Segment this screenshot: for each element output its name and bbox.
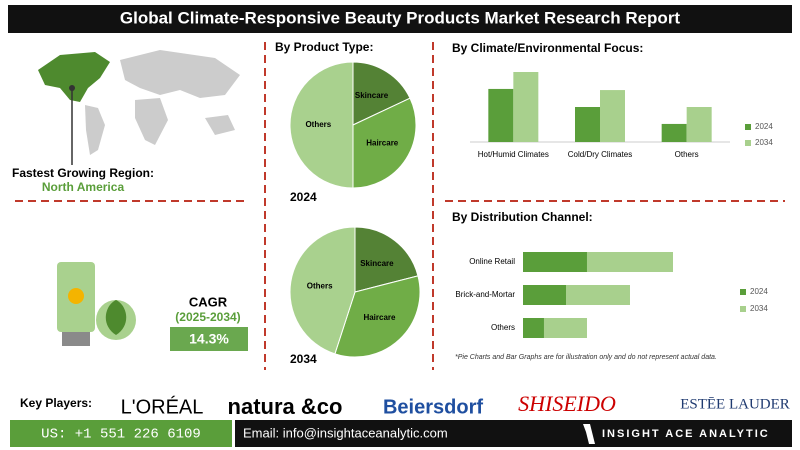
legend-label: 2034 <box>750 304 768 313</box>
chart-title: By Climate/Environmental Focus: <box>452 41 643 55</box>
bar <box>488 88 514 142</box>
legend-swatch <box>745 124 751 130</box>
cagr-period: (2025-2034) <box>175 310 240 324</box>
phone: US: +1 551 226 6109 <box>41 427 201 443</box>
region-value: North America <box>42 180 125 194</box>
bar <box>686 107 712 142</box>
player-logo: L'ORÉAL <box>121 395 204 418</box>
brand-icon <box>583 424 595 444</box>
slice-label: Skincare <box>355 91 389 100</box>
header-bar <box>8 5 792 33</box>
y-tick-label: Online Retail <box>469 257 515 266</box>
contact-bar <box>235 420 792 447</box>
region-label: Fastest Growing Region: <box>12 166 154 180</box>
cagr-box <box>170 327 248 351</box>
cagr-label: CAGR <box>189 294 228 309</box>
bar <box>513 72 539 142</box>
slice-label: Haircare <box>363 313 396 322</box>
email: Email: info@insightaceanalytic.com <box>243 425 448 440</box>
pie-slice <box>334 275 421 358</box>
chart-title: By Product Type: <box>275 40 373 54</box>
slice-label: Others <box>305 120 331 129</box>
bar-segment <box>523 252 587 272</box>
pie-slice <box>352 61 411 126</box>
bar-segment <box>586 252 673 272</box>
product-icon <box>57 262 136 346</box>
bar-segment <box>543 318 587 338</box>
chart-subtitle: 2034 <box>290 352 317 366</box>
bar <box>661 123 687 142</box>
x-tick-label: Hot/Humid Climates <box>478 150 549 159</box>
player-logo: SHISEIDO <box>518 391 616 416</box>
pie-slice <box>354 226 419 293</box>
player-logo: natura &co <box>228 394 343 419</box>
bar <box>600 90 625 142</box>
chart-subtitle: 2024 <box>290 190 317 204</box>
legend-label: 2024 <box>755 122 773 131</box>
legend-swatch <box>740 289 746 295</box>
player-logo: Beiersdorf <box>383 396 483 418</box>
pie-slice <box>289 61 354 189</box>
cagr-value: 14.3% <box>189 331 229 347</box>
legend-swatch <box>740 306 746 312</box>
x-tick-label: Others <box>675 150 699 159</box>
legend-label: 2024 <box>750 287 768 296</box>
slice-label: Skincare <box>360 259 394 268</box>
y-tick-label: Others <box>491 323 515 332</box>
x-tick-label: Cold/Dry Climates <box>568 150 632 159</box>
bar <box>575 107 600 142</box>
bar-segment <box>566 285 630 305</box>
brand: INSIGHT ACE ANALYTIC <box>602 428 770 440</box>
slice-label: Others <box>307 282 333 291</box>
bar-segment <box>523 318 544 338</box>
pie-slice <box>352 97 417 189</box>
note: *Pie Charts and Bar Graphs are for illus… <box>455 354 717 361</box>
bar-segment <box>523 285 567 305</box>
player-logo: ESTĒE LAUDER <box>680 396 790 412</box>
legend-swatch <box>745 140 751 146</box>
chart-title: By Distribution Channel: <box>452 210 593 224</box>
title: Global Climate-Responsive Beauty Product… <box>120 8 681 27</box>
world-map <box>38 50 240 165</box>
y-tick-label: Brick-and-Mortar <box>455 290 515 299</box>
legend-label: 2034 <box>755 138 773 147</box>
key-players-label: Key Players: <box>20 396 92 410</box>
slice-label: Haircare <box>366 139 399 148</box>
pie-slice <box>289 226 356 355</box>
phone-bar <box>10 420 232 447</box>
